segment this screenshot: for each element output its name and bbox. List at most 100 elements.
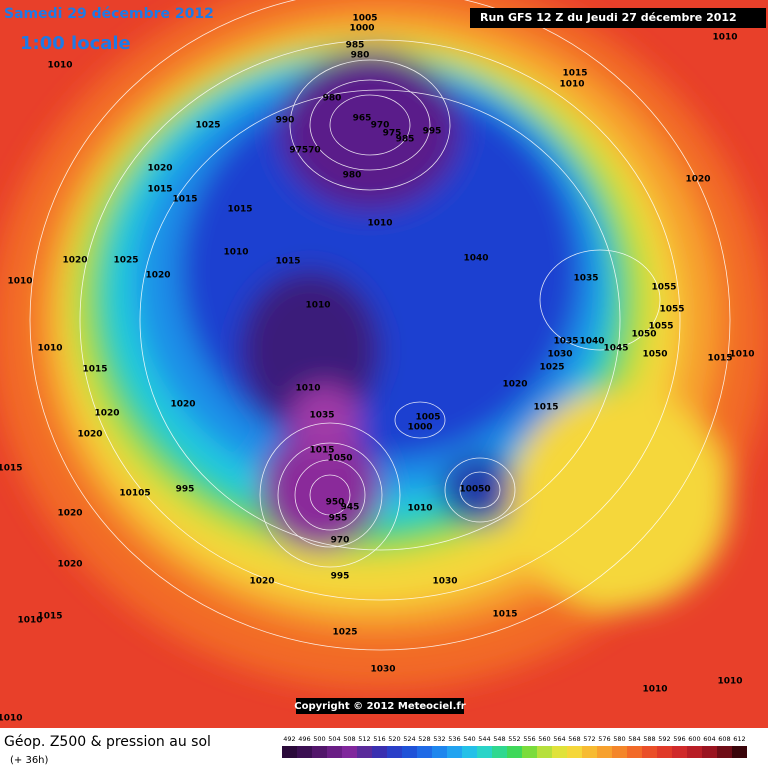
- isobar-label: 1020: [685, 175, 710, 185]
- isobar-label: 1025: [113, 256, 138, 266]
- colorbar-cell: [387, 746, 402, 758]
- isobar-label: 1020: [502, 380, 527, 390]
- isobar-label: 1010: [729, 350, 754, 360]
- isobar-label: 1010: [305, 301, 330, 311]
- isobar-label: 945: [341, 503, 360, 513]
- colorbar-label: 512: [358, 735, 370, 743]
- colorbar-label: 608: [718, 735, 730, 743]
- isobar-label: 1020: [77, 430, 102, 440]
- isobar-label: 1040: [463, 254, 488, 264]
- colorbar-cell: [477, 746, 492, 758]
- isobar-label: 1010: [407, 504, 432, 514]
- colorbar-cell: [597, 746, 612, 758]
- isobar-label: 990: [276, 116, 295, 126]
- colorbar-label: 500: [313, 735, 325, 743]
- isobar-label: 1015: [562, 69, 587, 79]
- colorbar-cell: [567, 746, 582, 758]
- isobar-label: 1010: [37, 344, 62, 354]
- colorbar-label: 588: [643, 735, 655, 743]
- colorbar-cell: [672, 746, 687, 758]
- run-box: [470, 8, 766, 28]
- isobar-label: 995: [331, 572, 350, 582]
- isobar-label: 1025: [195, 121, 220, 131]
- isobar-label: 1010: [717, 677, 742, 687]
- colorbar-label: 592: [658, 735, 670, 743]
- isobar-label: 1015: [227, 205, 252, 215]
- colorbar-cell: [552, 746, 567, 758]
- colorbar-cell: [282, 746, 297, 758]
- copyright: Copyright © 2012 Meteociel.fr: [294, 701, 465, 712]
- colorbar-cell: [522, 746, 537, 758]
- colorbar-label: 520: [388, 735, 400, 743]
- colorbar-label: 568: [568, 735, 580, 743]
- colorbar-cell: [702, 746, 717, 758]
- colorbar-cell: [492, 746, 507, 758]
- lead-time: (+ 36h): [10, 755, 49, 766]
- isobar-label: 970: [371, 121, 390, 131]
- isobar-label: 1035: [573, 274, 598, 284]
- colorbar-label: 600: [688, 735, 700, 743]
- isobar-label: 1015: [147, 185, 172, 195]
- colorbar-label: 540: [463, 735, 475, 743]
- colorbar-cell: [507, 746, 522, 758]
- colorbar-label: 528: [418, 735, 430, 743]
- copyright-box: [296, 698, 464, 714]
- colorbar-label: 516: [373, 735, 385, 743]
- colorbar-label: 548: [493, 735, 505, 743]
- isobar-label: 955: [329, 514, 348, 524]
- isobar-label: 1020: [62, 256, 87, 266]
- isobar-label: 1050: [327, 454, 352, 464]
- isobar-label: 1015: [37, 612, 62, 622]
- isobar-label: 1030: [547, 350, 572, 360]
- isobar-label: 970: [331, 536, 350, 546]
- isobar-label: 1015: [172, 195, 197, 205]
- isobar-label: 1020: [57, 560, 82, 570]
- colorbar-label: 536: [448, 735, 460, 743]
- isobar-label: 1020: [170, 400, 195, 410]
- isobar-label: 1020: [249, 577, 274, 587]
- colorbar-cell: [447, 746, 462, 758]
- isobar-label: 950: [326, 498, 345, 508]
- isobar-label: 1055: [651, 283, 676, 293]
- isobar-label: 1010: [223, 248, 248, 258]
- isobar-label: 1020: [57, 509, 82, 519]
- isobar-label: 1020: [94, 409, 119, 419]
- isobar-label: 1030: [432, 577, 457, 587]
- isobar-label: 1015: [492, 610, 517, 620]
- colorbar-cell: [687, 746, 702, 758]
- isobar-label: 1020: [147, 164, 172, 174]
- isobar-label: 10105: [119, 489, 150, 499]
- isobar-label: 1005: [415, 413, 440, 423]
- colorbar-label: 496: [298, 735, 310, 743]
- isobar-label: 1010: [642, 685, 667, 695]
- colorbar-label: 612: [733, 735, 745, 743]
- colorbar-cell: [582, 746, 597, 758]
- isobar-label: 1055: [659, 305, 684, 315]
- colorbar-label: 524: [403, 735, 415, 743]
- colorbar-cell: [327, 746, 342, 758]
- isobar-label: 1020: [145, 271, 170, 281]
- height-field: [0, 0, 768, 728]
- colorbar-label: 596: [673, 735, 685, 743]
- isobar-label: 1030: [370, 665, 395, 675]
- colorbar-label: 504: [328, 735, 340, 743]
- colorbar-cell: [372, 746, 387, 758]
- colorbar-label: 560: [538, 735, 550, 743]
- colorbar-cell: [657, 746, 672, 758]
- isobar-label: 1000: [407, 423, 432, 433]
- colorbar-cell: [732, 746, 747, 758]
- footer-title: Géop. Z500 & pression au sol: [4, 734, 211, 750]
- run-info: Run GFS 12 Z du Jeudi 27 décembre 2012: [480, 11, 737, 24]
- isobar-label: 97570: [289, 146, 320, 156]
- isobar-label: 1035: [553, 337, 578, 347]
- isobar-label: 1015: [82, 365, 107, 375]
- colorbar-cell: [612, 746, 627, 758]
- colorbar-cell: [537, 746, 552, 758]
- colorbar-label: 532: [433, 735, 445, 743]
- isobar-label: 1040: [579, 337, 604, 347]
- colorbar-cell: [627, 746, 642, 758]
- isobar-label: 1010: [295, 384, 320, 394]
- isobar-label: 1010: [559, 80, 584, 90]
